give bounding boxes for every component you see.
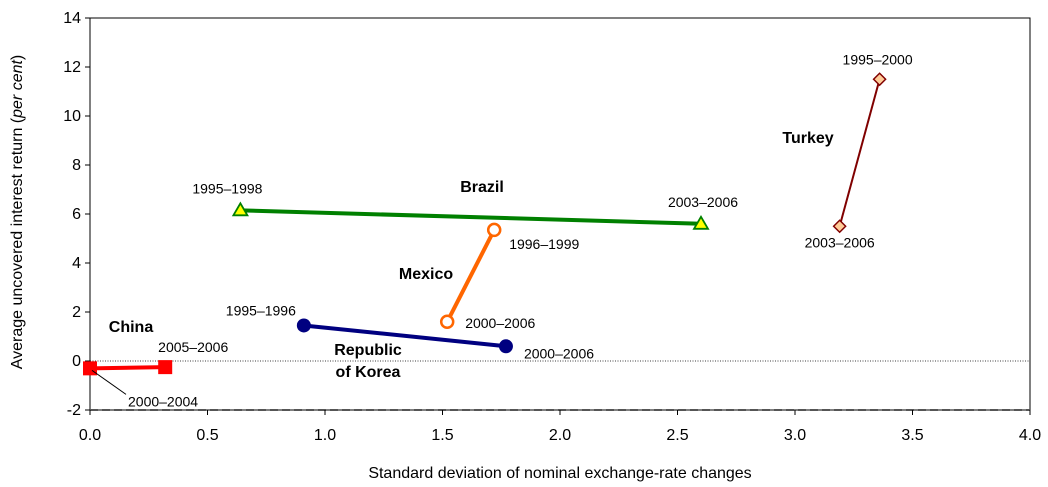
y-tick-label: 12 bbox=[63, 59, 81, 76]
point-label: 1995–2000 bbox=[843, 51, 913, 67]
label-leader-line bbox=[91, 369, 127, 395]
point-label: 1996–1999 bbox=[509, 236, 579, 252]
point-label: 1995–1996 bbox=[226, 302, 296, 318]
series-line bbox=[838, 78, 881, 227]
x-tick-label: 2.0 bbox=[549, 427, 571, 444]
series-label: Turkey bbox=[782, 130, 833, 147]
data-point bbox=[158, 360, 173, 375]
point-label: 2003–2006 bbox=[668, 194, 738, 210]
x-tick-label: 0.5 bbox=[196, 427, 218, 444]
y-tick-label: -2 bbox=[67, 402, 81, 419]
y-axis-label-part: ) bbox=[9, 55, 26, 60]
point-label: 1995–1998 bbox=[192, 180, 262, 196]
data-point bbox=[832, 219, 847, 234]
y-tick-label: 4 bbox=[72, 255, 81, 272]
series-line bbox=[240, 208, 702, 226]
data-point bbox=[692, 215, 710, 230]
y-tick-label: 10 bbox=[63, 108, 81, 125]
x-tick-label: 1.5 bbox=[431, 427, 453, 444]
series-line bbox=[445, 229, 496, 323]
x-tick-label: 2.5 bbox=[666, 427, 688, 444]
x-ticks: 0.0 0.5 1.0 1.5 2.0 2.5 3.0 3.5 4.0 bbox=[79, 410, 1041, 444]
y-tick-label: 6 bbox=[72, 206, 81, 223]
data-point bbox=[486, 222, 502, 238]
point-label: 2000–2006 bbox=[524, 345, 594, 361]
x-tick-label: 3.0 bbox=[784, 427, 806, 444]
point-label: 2000–2006 bbox=[465, 315, 535, 331]
y-tick-label: 8 bbox=[72, 157, 81, 174]
series-label: Mexico bbox=[399, 266, 453, 283]
series-line bbox=[89, 365, 166, 371]
data-point bbox=[498, 339, 513, 354]
series-label: China bbox=[109, 319, 154, 336]
x-tick-label: 1.0 bbox=[314, 427, 336, 444]
data-point bbox=[83, 361, 97, 376]
y-tick-label: 0 bbox=[72, 353, 81, 370]
y-ticks: -2 0 2 4 6 8 10 12 14 bbox=[63, 10, 90, 419]
y-tick-label: 2 bbox=[72, 304, 81, 321]
x-axis-label: Standard deviation of nominal exchange-r… bbox=[368, 465, 751, 482]
data-point bbox=[872, 72, 887, 87]
y-tick-label: 14 bbox=[63, 10, 81, 27]
y-axis-label: Average uncovered interest return (per c… bbox=[9, 55, 26, 370]
point-label: 2000–2004 bbox=[128, 393, 198, 409]
point-label: 2003–2006 bbox=[805, 234, 875, 250]
data-point bbox=[296, 318, 311, 333]
series-label: Brazil bbox=[460, 179, 504, 196]
y-axis-label-part: Average uncovered interest return ( bbox=[9, 117, 26, 369]
series-label-line: Republic bbox=[334, 342, 402, 359]
data-point bbox=[439, 314, 455, 330]
x-tick-label: 3.5 bbox=[901, 427, 923, 444]
x-tick-label: 0.0 bbox=[79, 427, 101, 444]
point-label: 2005–2006 bbox=[158, 339, 228, 355]
y-axis-label-unit: per cent bbox=[9, 60, 26, 119]
data-point bbox=[231, 201, 249, 217]
series-group bbox=[83, 72, 887, 376]
series-line bbox=[303, 323, 507, 349]
x-tick-label: 4.0 bbox=[1019, 427, 1041, 444]
series-label-line: of Korea bbox=[336, 364, 401, 381]
